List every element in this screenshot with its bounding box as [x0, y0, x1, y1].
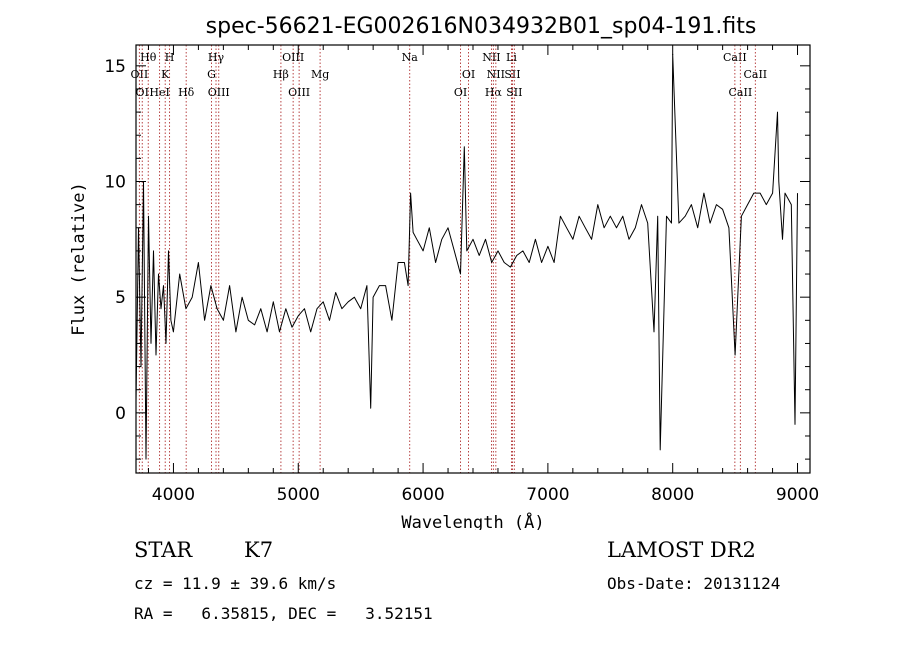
line-label: CaII — [743, 68, 767, 81]
redshift-cz: cz = 11.9 ± 39.6 km/s — [134, 574, 337, 593]
line-label: Hδ — [178, 86, 195, 99]
x-tick-label: 7000 — [526, 485, 569, 505]
spectrum-chart: OIIOIHθHeIKHHδGHγOIIIHβOIIIOIIIMgNaOIOIN… — [69, 14, 819, 530]
sky-coordinates: RA = 6.35815, DEC = 3.52151 — [134, 604, 433, 623]
spectral-subclass: K7 — [244, 538, 274, 562]
line-label: Hθ — [140, 51, 157, 64]
line-label: Na — [402, 51, 419, 64]
observation-date: Obs-Date: 20131124 — [607, 574, 781, 593]
line-label: OI — [462, 68, 475, 81]
line-label: OI — [454, 86, 467, 99]
line-label: HeI — [149, 86, 169, 99]
line-label: SII — [504, 68, 520, 81]
y-tick-label: 15 — [104, 57, 126, 77]
x-tick-label: 6000 — [401, 485, 444, 505]
x-tick-label: 4000 — [152, 485, 195, 505]
line-label: SII — [506, 86, 522, 99]
line-label: H — [165, 51, 175, 64]
line-label: Hβ — [273, 68, 289, 81]
line-label: G — [207, 68, 216, 81]
line-label: Li — [506, 51, 517, 64]
line-label: Hγ — [208, 51, 225, 64]
line-label: NII — [487, 68, 505, 81]
line-label: Hα — [485, 86, 503, 99]
line-label: CaII — [723, 51, 747, 64]
line-label: OIII — [288, 86, 310, 99]
line-label: CaII — [729, 86, 753, 99]
survey-name: LAMOST DR2 — [607, 538, 756, 562]
plot-frame — [135, 44, 811, 474]
chart-title: spec-56621-EG002616N034932B01_sp04-191.f… — [206, 14, 757, 39]
object-class: STAR — [134, 538, 193, 562]
x-tick-label: 8000 — [651, 485, 694, 505]
spectrum-line — [135, 53, 798, 460]
x-tick-label: 5000 — [277, 485, 320, 505]
y-tick-label: 0 — [115, 404, 126, 424]
x-axis-label: Wavelength (Å) — [401, 511, 544, 530]
line-label: K — [161, 68, 170, 81]
line-label: OIII — [282, 51, 304, 64]
y-tick-label: 5 — [115, 288, 126, 308]
line-label: NII — [482, 51, 500, 64]
line-label: Mg — [311, 68, 329, 81]
y-tick-label: 10 — [104, 172, 126, 192]
line-label: OIII — [208, 86, 230, 99]
line-label: OII — [131, 68, 149, 81]
y-axis-label: Flux (relative) — [69, 182, 89, 336]
line-label: OI — [136, 86, 149, 99]
x-tick-label: 9000 — [776, 485, 819, 505]
